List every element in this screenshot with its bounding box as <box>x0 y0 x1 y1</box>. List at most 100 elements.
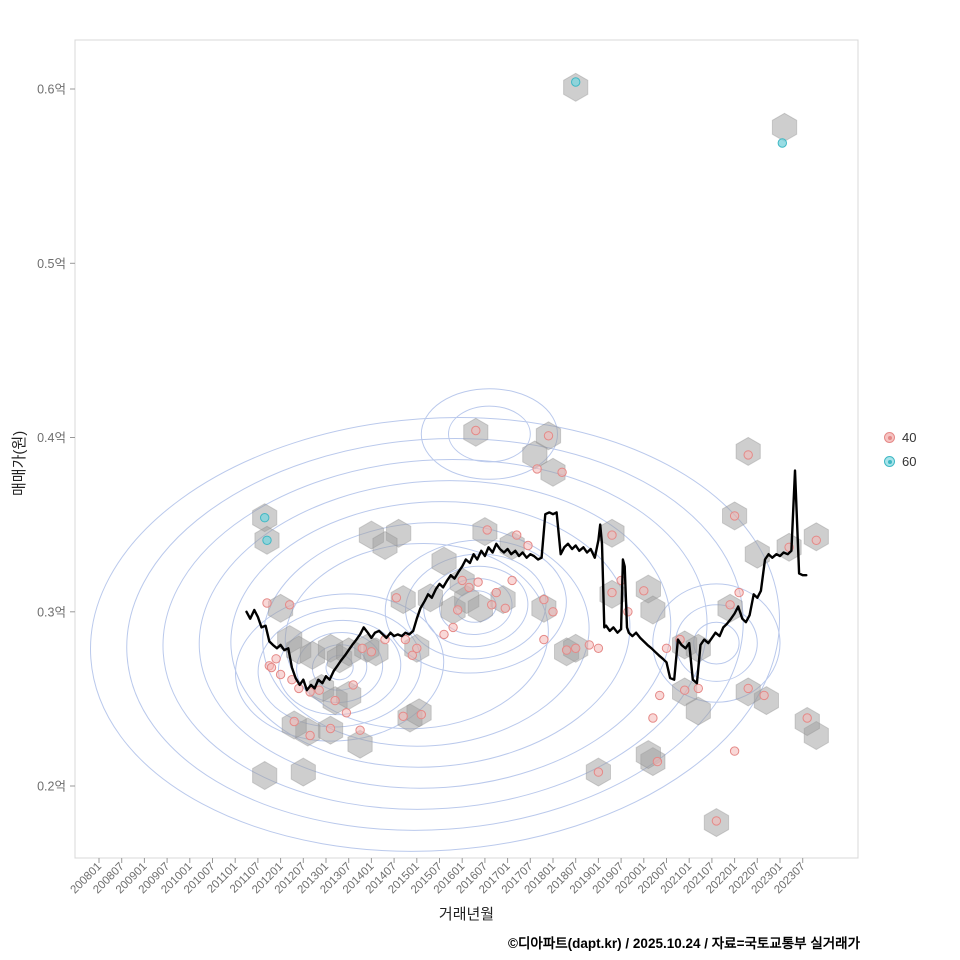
density-contour <box>90 416 780 852</box>
scatter-point-40 <box>557 467 567 477</box>
scatter-point-60 <box>262 535 272 545</box>
scatter-point-40 <box>811 535 821 545</box>
scatter-point-40 <box>548 607 558 617</box>
scatter-point-60 <box>260 513 270 523</box>
hexbin-cell <box>290 757 316 787</box>
y-tick-label: 0.2억 <box>37 780 66 794</box>
scatter-point-40 <box>348 680 358 690</box>
scatter-point-40 <box>314 685 324 695</box>
scatter-point-40 <box>639 586 649 596</box>
y-tick-label: 0.3억 <box>37 605 66 619</box>
scatter-point-40 <box>285 600 295 610</box>
scatter-point-40 <box>655 690 665 701</box>
scatter-point-40 <box>271 654 281 664</box>
scatter-point-40 <box>743 450 753 460</box>
y-tick-label: 0.5억 <box>37 257 66 271</box>
scatter-point-40 <box>464 582 474 593</box>
scatter-point-40 <box>652 756 663 767</box>
scatter-point-40 <box>571 643 581 653</box>
scatter-point-40 <box>743 683 753 694</box>
legend-entry-60: 60 <box>884 454 916 469</box>
scatter-point-40 <box>759 690 769 701</box>
scatter-point-40 <box>407 650 417 660</box>
scatter-point-40 <box>391 593 402 603</box>
scatter-point-40 <box>357 643 367 653</box>
scatter-point-40 <box>439 629 449 640</box>
scatter-point-40 <box>482 525 492 535</box>
scatter-point-40 <box>355 725 365 735</box>
legend-marker-40-dot <box>887 435 892 440</box>
scatter-point-40 <box>412 643 422 653</box>
scatter-point-40 <box>561 645 572 655</box>
legend-marker-60-dot <box>887 459 892 464</box>
scatter-point-40 <box>416 709 426 720</box>
density-contour <box>230 501 631 768</box>
scatter-point-40 <box>289 716 299 727</box>
scatter-point-40 <box>543 431 554 441</box>
hexbin-cell <box>347 729 373 759</box>
hexbin-cell <box>431 546 457 576</box>
footer-credit: ©디아파트(dapt.kr) / 2025.10.24 / 자료=국토교통부 실… <box>508 936 860 951</box>
scatter-point-40 <box>623 607 633 617</box>
scatter-point-40 <box>266 662 277 673</box>
scatter-point-40 <box>305 730 315 741</box>
scatter-point-40 <box>607 530 617 540</box>
scatter-point-40 <box>523 540 533 551</box>
scatter-point-40 <box>512 530 522 540</box>
density-contour <box>262 522 590 747</box>
scatter-point-40 <box>262 598 272 608</box>
scatter-point-40 <box>584 640 594 650</box>
scatter-point-40 <box>648 713 658 723</box>
scatter-point-40 <box>729 746 740 756</box>
hexbin-cell <box>744 539 770 569</box>
scatter-point-40 <box>693 683 703 694</box>
density-contour <box>448 405 531 463</box>
hexbin-cell <box>372 530 398 561</box>
scatter-point-40 <box>487 600 497 610</box>
trend-line <box>245 469 808 692</box>
scatter-point-40 <box>593 767 604 777</box>
scatter-point-40 <box>400 634 411 645</box>
hexbin-cell <box>563 72 589 102</box>
density-contour <box>652 583 781 703</box>
scatter-point-40 <box>325 723 336 734</box>
scatter-point-40 <box>725 600 735 610</box>
hexbin-cell <box>540 457 566 487</box>
density-contour <box>423 565 529 648</box>
scatter-point-40 <box>473 577 483 587</box>
scatter-point-40 <box>453 605 463 615</box>
scatter-point-40 <box>532 464 542 474</box>
hexbin-cell <box>252 760 278 791</box>
scatter-point-40 <box>471 425 481 436</box>
density-contour <box>162 458 708 810</box>
legend-marker-60-icon <box>884 456 895 467</box>
scatter-point-40 <box>330 695 340 706</box>
scatter-point-40 <box>593 643 604 653</box>
y-axis-label: 매매가(원) <box>11 430 28 496</box>
scatter-point-40 <box>607 587 617 598</box>
legend-label-60: 60 <box>902 454 917 469</box>
x-axis-label: 거래년월 <box>438 906 495 923</box>
scatter-point-40 <box>341 708 352 718</box>
scatter-point-40 <box>448 622 458 633</box>
y-tick-label: 0.6억 <box>37 83 66 97</box>
legend-marker-40-icon <box>884 432 895 443</box>
scatter-point-40 <box>661 643 672 653</box>
hexbin-cell <box>640 595 666 625</box>
scatter-point-40 <box>680 685 690 695</box>
scatter-point-40 <box>734 587 744 598</box>
scatter-point-60 <box>777 138 787 148</box>
scatter-point-40 <box>711 816 722 826</box>
legend: 40 60 <box>884 430 916 469</box>
scatter-point-40 <box>500 603 510 613</box>
scatter-point-40 <box>366 647 377 657</box>
legend-entry-40: 40 <box>884 430 916 445</box>
scatter-point-40 <box>802 713 812 723</box>
hexbin-cell <box>390 585 416 615</box>
y-tick-label: 0.4억 <box>37 431 66 445</box>
density-contour <box>384 539 567 674</box>
plot-panel <box>74 39 859 859</box>
density-contour <box>198 480 672 789</box>
